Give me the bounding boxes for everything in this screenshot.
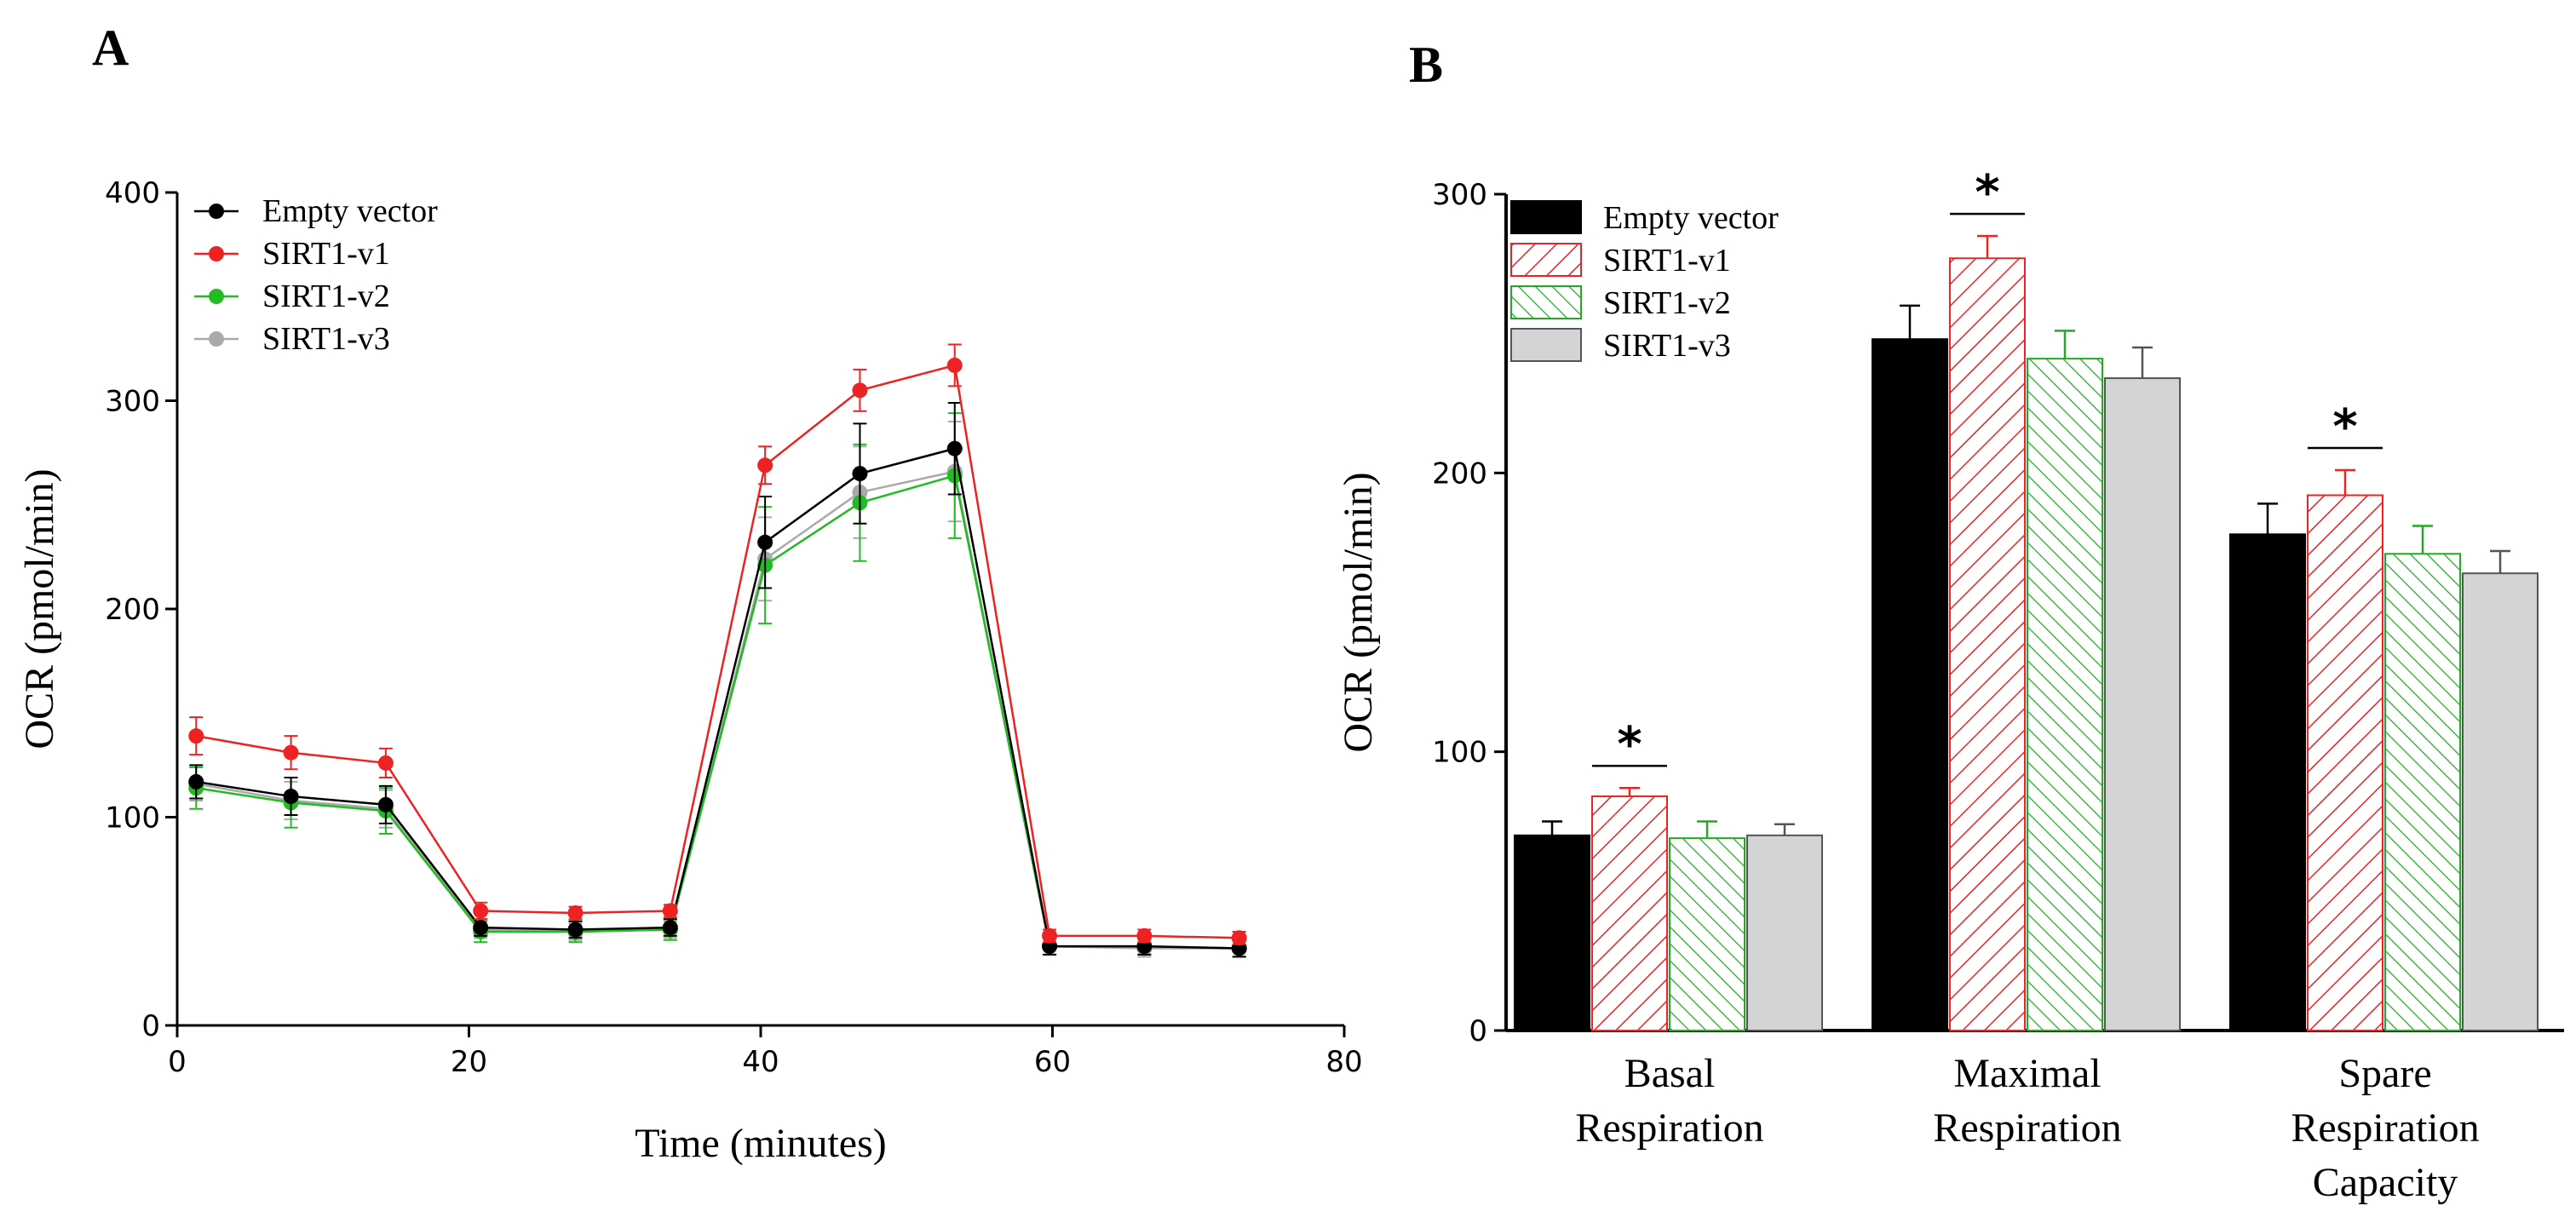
legend-marker (209, 204, 224, 219)
series-line (196, 474, 1239, 950)
data-point (946, 357, 963, 373)
bar (1746, 834, 1823, 1031)
panel-a-letter: A (92, 20, 129, 76)
legend-label: Empty vector (262, 193, 438, 229)
bar (2104, 377, 2181, 1032)
category-label: Spare (2338, 1051, 2431, 1096)
legend-swatch (1510, 328, 1582, 362)
y-tick-label: 100 (1432, 736, 1487, 770)
data-point (473, 903, 489, 919)
x-tick-label: 80 (1325, 1045, 1362, 1079)
legend-label: SIRT1-v2 (262, 278, 390, 314)
data-point (283, 744, 299, 761)
x-tick-label: 20 (451, 1045, 487, 1079)
data-point (946, 440, 963, 456)
legend-marker (209, 246, 224, 261)
y-tick-label: 200 (105, 593, 160, 627)
data-point (1231, 930, 1247, 946)
series-line (196, 470, 1239, 950)
data-point (188, 728, 204, 744)
legend-swatch (1510, 200, 1582, 234)
bar (2462, 572, 2539, 1031)
data-point (757, 534, 773, 550)
significance-star: * (1975, 165, 1999, 221)
bar (1949, 257, 2026, 1031)
series-line (196, 447, 1239, 950)
category-label: Respiration (2291, 1105, 2479, 1151)
legend-swatch (1510, 243, 1582, 277)
legend-label: SIRT1-v3 (1603, 328, 1731, 364)
legend-label: Empty vector (1603, 200, 1779, 236)
y-tick-label: 0 (1469, 1014, 1487, 1048)
data-point (662, 903, 678, 919)
y-tick-label: 100 (105, 801, 160, 835)
data-point (473, 920, 489, 936)
panel-b-letter: B (1409, 37, 1443, 93)
data-point (567, 904, 584, 921)
significance-star: * (2332, 399, 2357, 455)
category-label: Maximal (1953, 1051, 2101, 1096)
bar (1514, 834, 1590, 1031)
bar (2307, 494, 2383, 1031)
data-point (567, 922, 584, 938)
significance-star: * (1617, 717, 1642, 772)
bar (2384, 553, 2461, 1031)
legend-marker (209, 331, 224, 347)
series-line (196, 364, 1239, 939)
panel-a-line-chart: A 0 100 200 300 400 0 20 40 60 80 Time (minutes) OCR… (17, 20, 1363, 1166)
data-point (757, 457, 773, 474)
category-label: Respiration (1575, 1105, 1763, 1151)
data-point (377, 755, 394, 771)
panel-b-bar-chart: B 0 100 200 300 OCR (pmol/min) Basal Respiratio… (1336, 37, 2564, 1205)
data-point (283, 789, 299, 805)
data-point (1136, 927, 1153, 944)
data-point (1042, 927, 1058, 944)
y-tick-label: 300 (1432, 178, 1487, 212)
bar (1872, 338, 1948, 1032)
data-point (852, 382, 868, 399)
legend-label: SIRT1-v2 (1603, 285, 1731, 321)
legend-label: SIRT1-v3 (262, 321, 390, 357)
x-axis-title: Time (minutes) (635, 1121, 887, 1166)
y-tick-label: 0 (141, 1009, 160, 1043)
y-tick-label: 300 (105, 385, 160, 419)
data-point (377, 796, 394, 812)
y-tick-label: 400 (105, 176, 160, 210)
legend-label: SIRT1-v1 (1603, 243, 1731, 278)
bar (1669, 837, 1745, 1032)
bar (2229, 533, 2306, 1031)
data-point (662, 920, 678, 936)
category-label: Respiration (1933, 1105, 2121, 1151)
category-label: Capacity (2313, 1160, 2458, 1205)
data-point (188, 773, 204, 789)
bar (1591, 795, 1668, 1031)
legend-marker (209, 289, 224, 304)
legend-swatch (1510, 285, 1582, 319)
category-label: Basal (1624, 1051, 1716, 1096)
x-tick-label: 40 (742, 1045, 779, 1079)
legend-label: SIRT1-v1 (262, 236, 390, 272)
y-tick-label: 200 (1432, 456, 1487, 491)
y-axis-title: OCR (pmol/min) (1336, 472, 1381, 752)
x-tick-label: 60 (1034, 1045, 1071, 1079)
data-point (852, 466, 868, 482)
y-axis-title: OCR (pmol/min) (17, 468, 62, 749)
x-tick-label: 0 (168, 1045, 187, 1079)
bar (2027, 358, 2103, 1032)
